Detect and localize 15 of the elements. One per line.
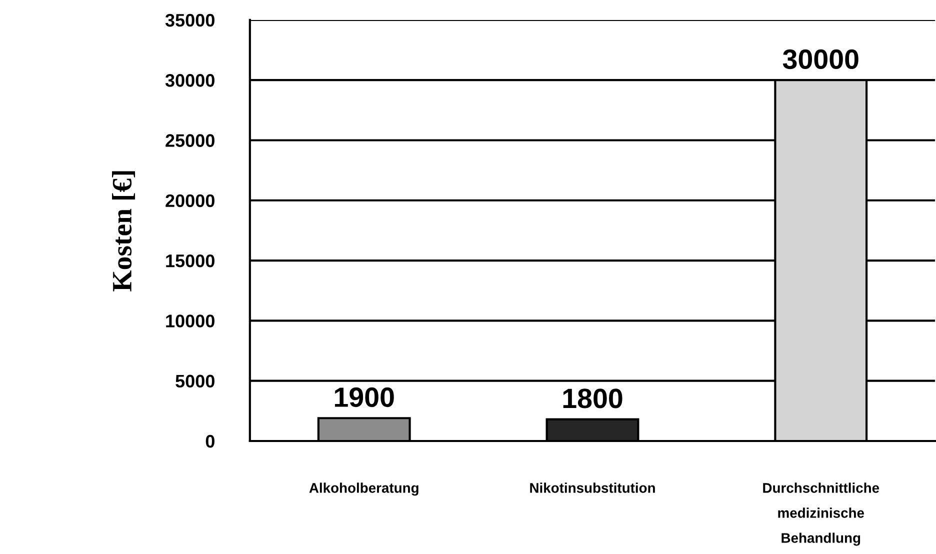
x-tick-label: Nikotinsubstitution [530,482,655,493]
y-tick-label: 0 [206,434,214,448]
data-label: 30000 [782,49,858,70]
x-tick-label: Alkoholberatung [309,482,418,496]
x-tick-label: Durchschnittliche medizinische Behandlung [763,482,880,546]
data-label: 1900 [334,387,394,408]
y-tick-label: 20000 [166,194,214,208]
y-tick-label: 15000 [166,254,214,268]
y-tick-label: 10000 [166,314,214,328]
y-axis-title: Kosten [€] [112,171,136,292]
y-tick-label: 30000 [165,74,214,87]
data-label: 1800 [563,388,622,408]
y-tick-label: 5000 [176,374,214,388]
y-tick-label: 25000 [166,134,214,147]
y-tick-label: 35000 [165,14,214,27]
